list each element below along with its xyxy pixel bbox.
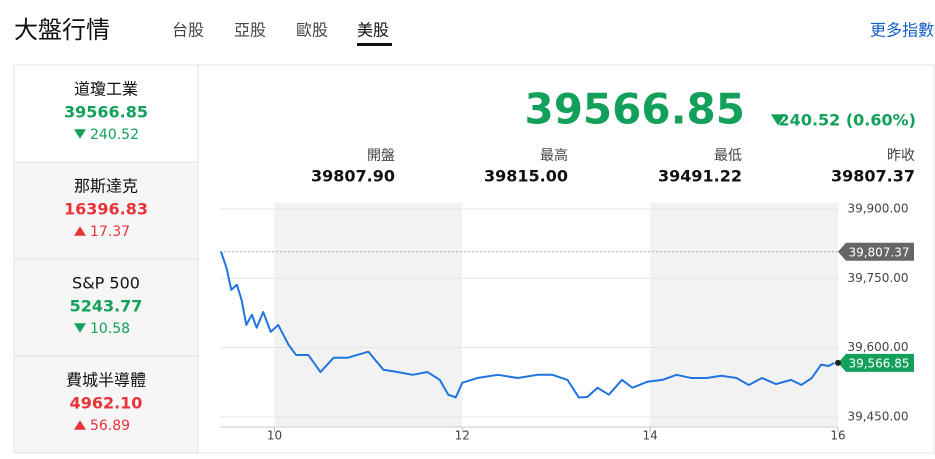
page-title: 大盤行情 [14,16,110,44]
stat-value: 39807.37 [831,167,915,186]
stat-label: 最高 [540,147,568,164]
tab[interactable]: 台股 [172,21,204,40]
index-change: 56.89 [90,418,130,434]
change-arrow [74,226,86,236]
stat-value: 39491.22 [658,167,742,186]
index-name: 道瓊工業 [74,80,138,99]
session-shade [274,203,463,427]
index-value: 4962.10 [70,394,143,413]
tab[interactable]: 美股 [357,21,389,40]
stat-value: 39807.90 [311,167,395,186]
index-change: 10.58 [90,321,130,337]
index-value: 5243.77 [70,297,143,316]
quote-change: 240.52 (0.60%) [779,111,916,130]
y-tick-label: 39,600.00 [847,340,908,354]
index-change: 17.37 [90,224,130,240]
x-tick-label: 14 [643,429,658,443]
stat-label: 開盤 [367,148,395,164]
tab-underline [357,43,392,46]
price-line [219,251,835,399]
index-row[interactable] [13,355,199,454]
stat-label: 昨收 [887,148,915,164]
change-arrow [74,129,86,139]
tab[interactable]: 亞股 [234,21,266,40]
tab[interactable]: 歐股 [296,21,328,40]
index-row[interactable] [13,161,199,260]
index-change: 240.52 [90,127,139,143]
x-tick-label: 10 [267,429,282,443]
x-tick-label: 12 [455,429,470,443]
y-tick-label: 39,450.00 [847,409,908,423]
index-name: 那斯達克 [74,177,138,196]
value-badge-label: 39,807.37 [848,245,909,259]
index-row[interactable] [13,258,199,357]
index-name: S&P 500 [72,274,140,293]
x-tick-label: 16 [830,429,845,443]
more-link[interactable]: 更多指數 [870,21,934,40]
y-tick-label: 39,750.00 [847,271,908,285]
index-value: 16396.83 [64,200,148,219]
last-point [835,359,841,366]
quote-value: 39566.85 [524,85,745,134]
stat-label: 最低 [714,148,742,164]
stat-value: 39815.00 [484,167,568,186]
index-name: 費城半導體 [66,371,146,390]
change-arrow [74,420,86,430]
change-arrow [74,323,86,333]
value-badge [838,353,914,372]
session-shade [650,203,838,427]
index-value: 39566.85 [64,103,148,122]
value-badge-label: 39,566.85 [848,356,909,370]
quote-arrow [771,114,785,126]
y-tick-label: 39,900.00 [847,202,908,216]
index-row[interactable] [13,64,199,163]
value-badge [838,242,914,261]
